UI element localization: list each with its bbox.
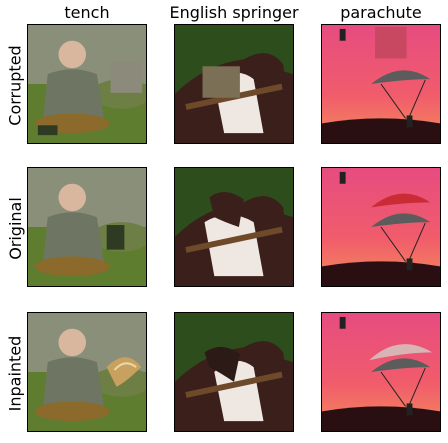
column-title-english-springer: English springer (169, 3, 299, 22)
tench-original-image (27, 167, 147, 287)
parachute-original-image (321, 167, 441, 287)
dog-corrupted-image (174, 24, 294, 144)
row-label-inpainted: Inpainted (5, 335, 25, 411)
tench-inpainted-image (27, 312, 147, 432)
column-title-tench: tench (64, 3, 110, 22)
parachute-corrupted-image (321, 24, 441, 144)
parachute-inpainted-image (321, 312, 441, 432)
row-label-corrupted: Corrupted (5, 44, 25, 126)
tench-corrupted-image (27, 24, 147, 144)
column-title-parachute: parachute (340, 3, 422, 22)
dog-inpainted-image (174, 312, 294, 432)
dog-original-image (174, 167, 294, 287)
row-label-original: Original (5, 196, 25, 260)
